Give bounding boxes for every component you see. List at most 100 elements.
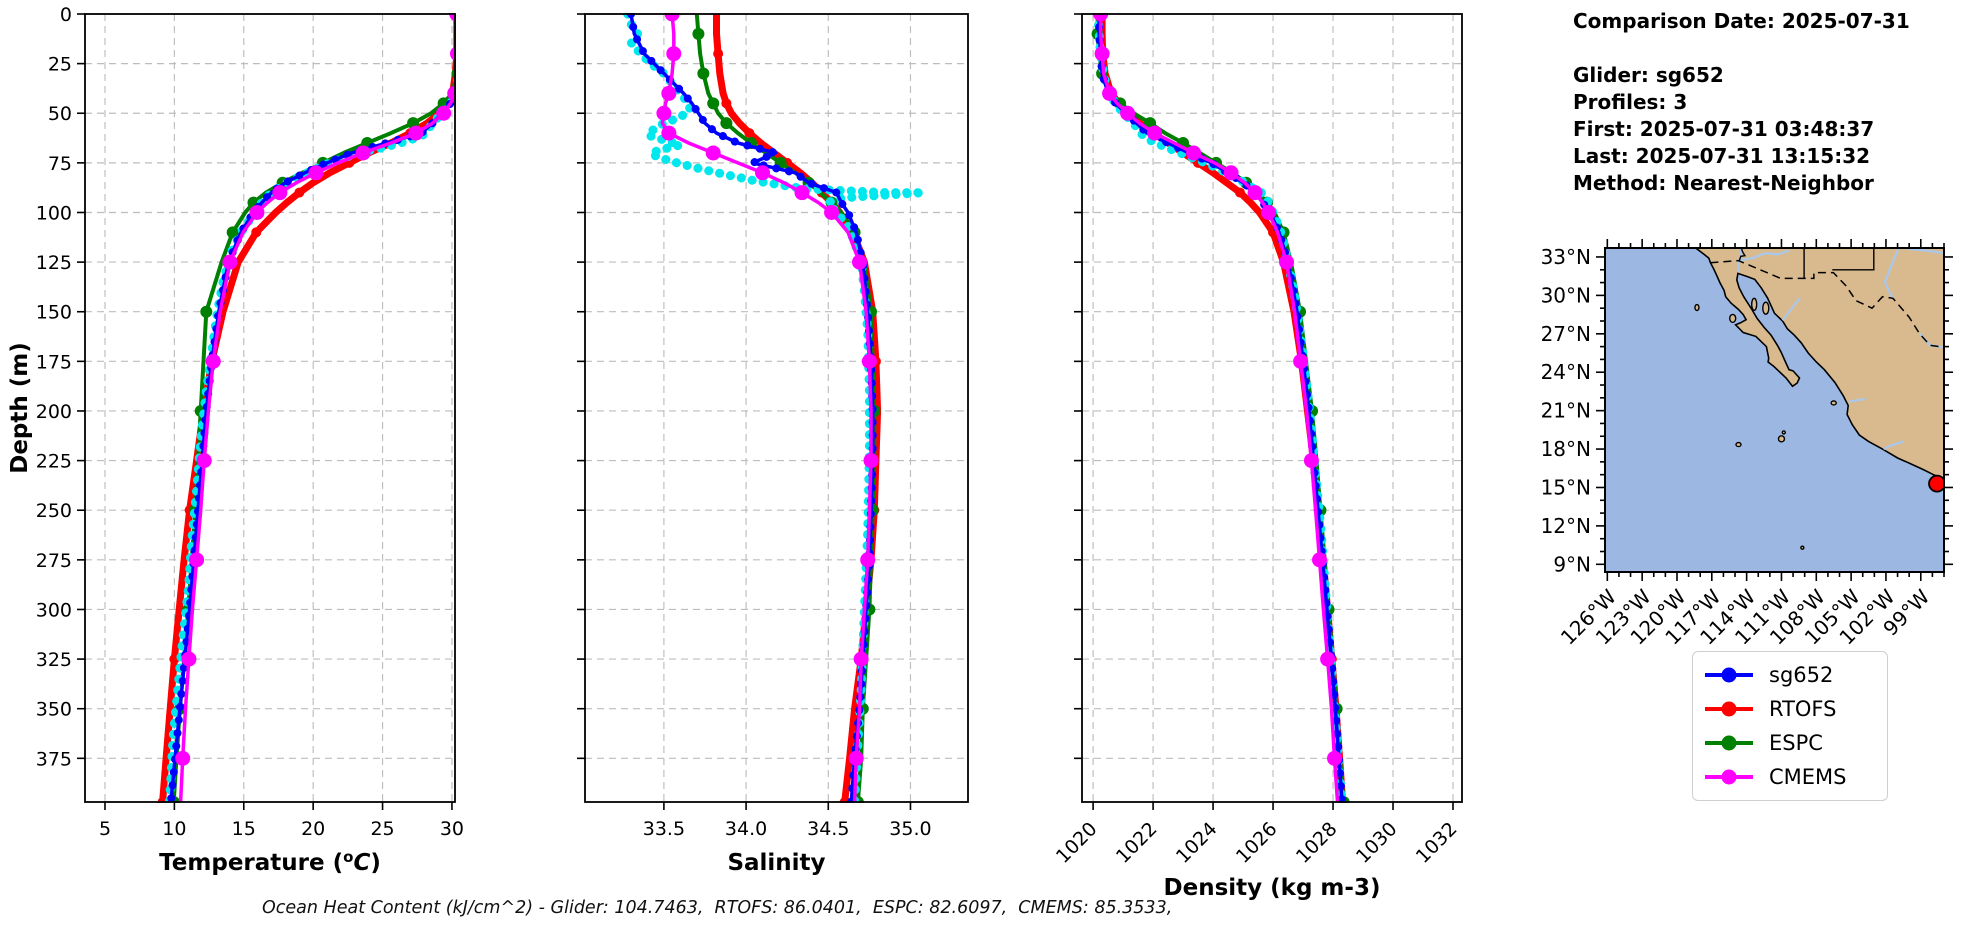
location-map: 33°N 30°N 27°N 24°N 21°N 18°N 15°N 12°N 9°N 126°W… — [1541, 239, 1953, 650]
tick-marks — [77, 13, 453, 810]
svg-text:34.5: 34.5 — [807, 818, 849, 840]
svg-text:15°N: 15°N — [1541, 475, 1591, 499]
info-line-5: Last: 2025-07-31 13:15:32 — [1573, 144, 1871, 168]
x-tick-labels: 1020 1022 1024 1026 1028 1030 1032 — [1052, 818, 1462, 868]
legend-line-marker-icon — [1705, 667, 1753, 683]
map-island — [1800, 545, 1805, 550]
map-island — [1762, 301, 1770, 315]
svg-text:125: 125 — [36, 252, 72, 274]
legend-label: RTOFS — [1769, 697, 1837, 721]
info-line-1 — [1573, 35, 1910, 62]
svg-text:10: 10 — [162, 818, 186, 840]
density-axis-label: Density (kg m-3) — [1164, 875, 1381, 901]
grid — [1082, 13, 1462, 802]
svg-text:1032: 1032 — [1412, 818, 1462, 868]
svg-text:1024: 1024 — [1172, 818, 1222, 868]
svg-text:350: 350 — [36, 699, 72, 721]
svg-text:325: 325 — [36, 649, 72, 671]
svg-text:225: 225 — [36, 451, 72, 473]
series-group — [157, 13, 456, 803]
info-line-6: Method: Nearest-Neighbor — [1573, 171, 1874, 195]
svg-text:50: 50 — [48, 103, 72, 125]
svg-text:0: 0 — [60, 4, 72, 26]
svg-text:1030: 1030 — [1352, 818, 1402, 868]
series-group — [1091, 13, 1350, 803]
tick-marks — [577, 13, 912, 810]
legend-entry-cmems: CMEMS — [1703, 760, 1875, 794]
map-us-mexico-border — [1710, 259, 1943, 348]
map-ticks — [1596, 239, 1953, 581]
svg-text:250: 250 — [36, 500, 72, 522]
info-line-2: Glider: sg652 — [1573, 63, 1724, 87]
svg-text:30°N: 30°N — [1541, 283, 1591, 307]
svg-text:150: 150 — [36, 302, 72, 324]
svg-text:1022: 1022 — [1112, 818, 1162, 868]
chart-temperature: 5 10 15 20 25 3002550751001251501752002252502… — [7, 4, 464, 876]
svg-text:18°N: 18°N — [1541, 437, 1591, 461]
svg-text:1020: 1020 — [1052, 818, 1102, 868]
svg-text:275: 275 — [36, 550, 72, 572]
svg-text:1026: 1026 — [1232, 818, 1282, 868]
legend: sg652 RTOFS ESPC CMEMS — [1692, 651, 1888, 801]
map-island — [1694, 303, 1700, 312]
info-line-3: Profiles: 3 — [1573, 90, 1688, 114]
svg-text:20: 20 — [301, 818, 325, 840]
info-panel: Comparison Date: 2025-07-31 Glider: sg652… — [1573, 8, 1910, 197]
legend-line-marker-icon — [1705, 701, 1753, 717]
series-CMEMS — [656, 13, 879, 803]
svg-text:34.0: 34.0 — [725, 818, 767, 840]
svg-text:5: 5 — [99, 818, 111, 840]
svg-text:33°N: 33°N — [1541, 245, 1591, 269]
map-island — [1735, 441, 1742, 448]
svg-text:200: 200 — [36, 401, 72, 423]
grid — [585, 13, 968, 802]
svg-text:75: 75 — [48, 153, 72, 175]
info-line-0: Comparison Date: 2025-07-31 — [1573, 9, 1910, 33]
svg-text:1028: 1028 — [1292, 818, 1342, 868]
svg-text:100: 100 — [36, 202, 72, 224]
map-island — [1729, 313, 1737, 324]
svg-text:33.5: 33.5 — [643, 818, 685, 840]
axes-frame — [1081, 13, 1463, 803]
svg-text:15: 15 — [232, 818, 256, 840]
svg-text:12°N: 12°N — [1541, 514, 1591, 538]
svg-text:25: 25 — [48, 54, 72, 76]
salinity-axis-label: Salinity — [727, 850, 825, 876]
map-lon-labels: 126°W123°W120°W117°W114°W111°W108°W105°W… — [1556, 584, 1935, 649]
x-tick-labels: 33.5 34.0 34.5 35.0 — [643, 818, 932, 840]
series-group — [623, 13, 924, 803]
legend-entry-rtofs: RTOFS — [1703, 692, 1875, 726]
map-island — [1750, 297, 1758, 312]
chart-density: 1020 1022 1024 1026 1028 1030 1032 Density (kg … — [1052, 13, 1463, 901]
legend-label: CMEMS — [1769, 765, 1847, 789]
svg-text:35.0: 35.0 — [889, 818, 931, 840]
legend-line-marker-icon — [1705, 735, 1753, 751]
chart-salinity: 33.5 34.0 34.5 35.0 Salinity — [577, 13, 969, 876]
svg-text:9°N: 9°N — [1553, 552, 1591, 576]
svg-text:30: 30 — [440, 818, 464, 840]
depth-tick-labels: 0 25 50 75 100 125 150 175 200 225 250 275 300 325 350… — [36, 4, 72, 770]
legend-label: ESPC — [1769, 731, 1823, 755]
temperature-axis-label: Temperature (oC) — [159, 848, 381, 876]
svg-text:27°N: 27°N — [1541, 322, 1591, 346]
map-island — [1777, 435, 1786, 443]
ocean-heat-content-text: Ocean Heat Content (kJ/cm^2) - Glider: 1… — [262, 898, 1173, 918]
legend-line-marker-icon — [1705, 769, 1753, 785]
map-state-borders — [1738, 248, 1875, 279]
tick-marks — [1074, 13, 1454, 810]
glider-position-marker — [1928, 474, 1944, 493]
legend-entry-espc: ESPC — [1703, 726, 1875, 760]
svg-text:24°N: 24°N — [1541, 360, 1591, 384]
map-island — [1781, 430, 1786, 435]
depth-axis-label: Depth (m) — [7, 342, 33, 474]
axes-frame — [584, 13, 969, 803]
svg-text:21°N: 21°N — [1541, 399, 1591, 423]
grid — [85, 13, 455, 802]
legend-label: sg652 — [1769, 663, 1834, 687]
series-CMEMS — [1093, 13, 1343, 803]
svg-text:300: 300 — [36, 599, 72, 621]
x-tick-labels: 5 10 15 20 25 30 — [99, 818, 464, 840]
svg-text:375: 375 — [36, 748, 72, 770]
